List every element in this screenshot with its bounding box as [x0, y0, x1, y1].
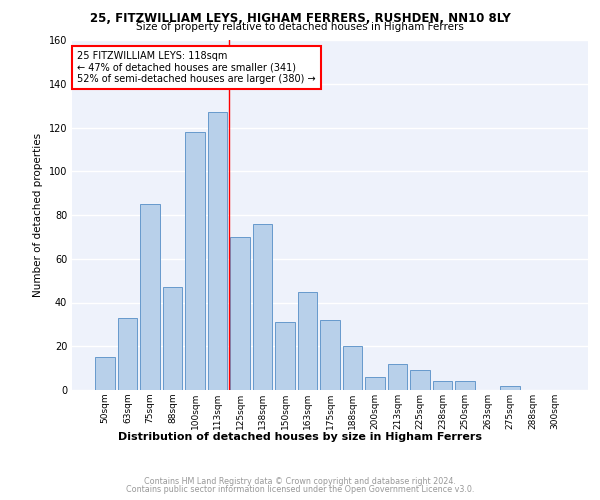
Bar [320, 320, 340, 390]
Bar [140, 204, 160, 390]
Bar [118, 318, 137, 390]
Bar [455, 381, 475, 390]
Bar [163, 287, 182, 390]
Text: Size of property relative to detached houses in Higham Ferrers: Size of property relative to detached ho… [136, 22, 464, 32]
Bar [275, 322, 295, 390]
Bar [433, 381, 452, 390]
Text: Contains HM Land Registry data © Crown copyright and database right 2024.: Contains HM Land Registry data © Crown c… [144, 477, 456, 486]
Text: 25, FITZWILLIAM LEYS, HIGHAM FERRERS, RUSHDEN, NN10 8LY: 25, FITZWILLIAM LEYS, HIGHAM FERRERS, RU… [89, 12, 511, 26]
Text: 25 FITZWILLIAM LEYS: 118sqm
← 47% of detached houses are smaller (341)
52% of se: 25 FITZWILLIAM LEYS: 118sqm ← 47% of det… [77, 50, 316, 84]
Bar [253, 224, 272, 390]
Bar [343, 346, 362, 390]
Bar [298, 292, 317, 390]
Text: Contains public sector information licensed under the Open Government Licence v3: Contains public sector information licen… [126, 485, 474, 494]
Text: Distribution of detached houses by size in Higham Ferrers: Distribution of detached houses by size … [118, 432, 482, 442]
Y-axis label: Number of detached properties: Number of detached properties [33, 133, 43, 297]
Bar [95, 357, 115, 390]
Bar [388, 364, 407, 390]
Bar [185, 132, 205, 390]
Bar [500, 386, 520, 390]
Bar [230, 237, 250, 390]
Bar [208, 112, 227, 390]
Bar [410, 370, 430, 390]
Bar [365, 377, 385, 390]
